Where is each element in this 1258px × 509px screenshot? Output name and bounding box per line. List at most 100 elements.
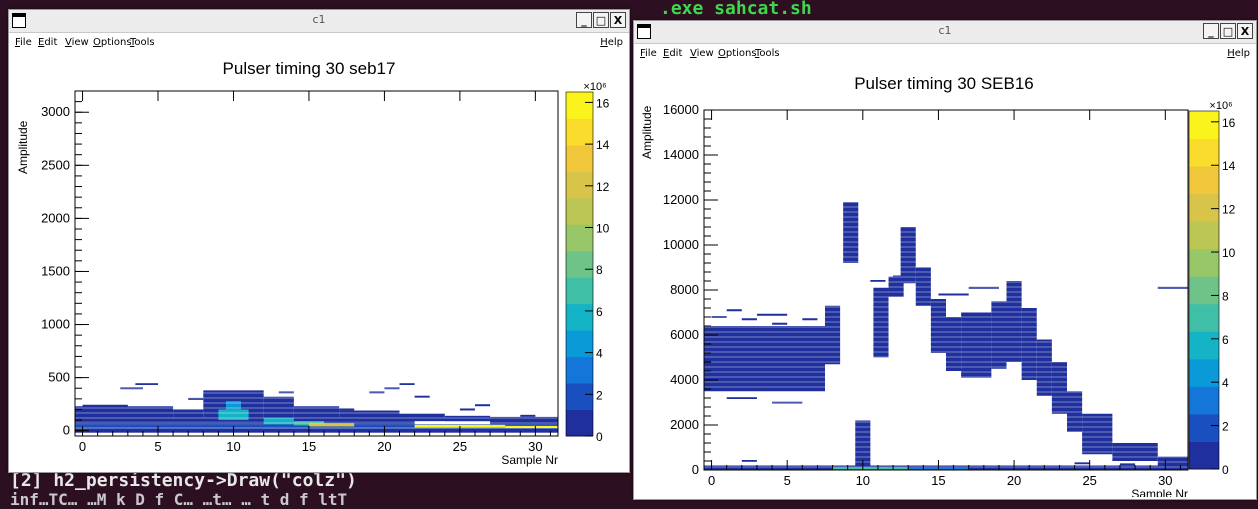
- x-tick-label: 20: [377, 439, 391, 454]
- plot-frame: [74, 90, 559, 437]
- menu-file[interactable]: File: [640, 48, 657, 59]
- x-tick-label: 20: [1007, 473, 1021, 488]
- histogram-stroke: [756, 313, 788, 316]
- terminal-top-text: .exe sahcat.sh: [660, 0, 812, 19]
- minimize-button[interactable]: _: [576, 12, 592, 28]
- canvas-window-left[interactable]: c1 _ □ X File Edit View Options Tools He…: [8, 9, 630, 473]
- palette-band: [1189, 413, 1219, 442]
- menu-edit[interactable]: Edit: [663, 48, 683, 59]
- maximize-button[interactable]: □: [1220, 23, 1236, 39]
- menu-tools[interactable]: Tools: [755, 48, 780, 59]
- window-icon[interactable]: [637, 24, 651, 39]
- histogram-stroke: [741, 460, 757, 462]
- histogram-stroke: [1157, 286, 1188, 289]
- palette-band: [1189, 386, 1219, 415]
- palette-band: [566, 171, 593, 199]
- histogram-stroke: [474, 404, 491, 407]
- z-tick-label: 4: [596, 347, 603, 361]
- terminal-line-1: [2] h2_persistency->Draw("colz"): [10, 470, 357, 491]
- histogram-cell: [843, 202, 859, 263]
- x-tick-label: 25: [453, 439, 467, 454]
- y-axis-label: Amplitude: [640, 105, 654, 159]
- palette-band: [1189, 248, 1219, 277]
- z-tick-label: 12: [1222, 203, 1236, 217]
- histogram-cell: [218, 409, 249, 421]
- palette-frame: [1188, 110, 1220, 470]
- palette-band: [566, 224, 593, 252]
- palette-band: [566, 277, 593, 305]
- root-canvas[interactable]: Pulser timing 30 SEB16 0 5 10 15 20 25 30 Sample…: [634, 63, 1256, 501]
- root-canvas[interactable]: Pulser timing 30 seb17 0 5 10 15 20 25 30 Sample…: [9, 52, 629, 470]
- menu-help[interactable]: Help: [600, 37, 623, 48]
- window-titlebar[interactable]: c1 _ □ X: [634, 21, 1256, 44]
- z-tick-label: 0: [596, 430, 603, 444]
- palette-band: [1189, 138, 1219, 167]
- y-tick-label: 0: [63, 423, 70, 438]
- histogram-stroke: [968, 286, 999, 289]
- histogram-stroke: [870, 280, 886, 282]
- z-tick-label: 10: [596, 222, 610, 236]
- chart-title: Pulser timing 30 SEB16: [854, 74, 1034, 93]
- x-tick-label: 0: [708, 473, 715, 488]
- x-tick-label: 25: [1082, 473, 1096, 488]
- close-button[interactable]: X: [1237, 23, 1253, 39]
- y-tick-label: 1500: [41, 263, 70, 278]
- window-titlebar[interactable]: c1 _ □ X: [9, 10, 629, 33]
- palette-band: [1189, 303, 1219, 332]
- palette-frame: [565, 91, 594, 437]
- histogram-stroke: [520, 414, 536, 417]
- z-tick-label: 6: [1222, 333, 1229, 347]
- palette-band: [1189, 221, 1219, 250]
- menu-options[interactable]: Options: [93, 37, 132, 48]
- histogram-stroke: [82, 404, 128, 407]
- histogram-cell: [263, 396, 294, 418]
- histogram-cell: [930, 299, 946, 353]
- menu-file[interactable]: File: [15, 37, 32, 48]
- palette-band: [566, 409, 593, 437]
- menu-bar: File Edit View Options Tools Help: [9, 33, 629, 53]
- menu-edit[interactable]: Edit: [38, 37, 58, 48]
- canvas-window-right[interactable]: c1 _ □ X File Edit View Options Tools He…: [633, 20, 1257, 501]
- menu-help[interactable]: Help: [1227, 48, 1250, 59]
- window-title: c1: [938, 24, 952, 37]
- histogram-cell: [832, 467, 909, 470]
- chart-title: Pulser timing 30 seb17: [223, 59, 396, 78]
- menu-options[interactable]: Options: [718, 48, 757, 59]
- histogram-stroke: [459, 408, 475, 411]
- window-icon[interactable]: [12, 13, 26, 28]
- maximize-button[interactable]: □: [593, 12, 609, 28]
- z-tick-label: 0: [1222, 463, 1229, 477]
- histogram-cell: [399, 413, 445, 418]
- y-tick-label: 10000: [663, 237, 699, 252]
- histogram-stroke: [741, 318, 757, 321]
- x-tick-label: 30: [528, 439, 542, 454]
- palette-band: [566, 250, 593, 278]
- palette-band: [1189, 193, 1219, 222]
- palette-band: [566, 118, 593, 146]
- histogram-cell: [1082, 413, 1113, 455]
- z-tick-label: 14: [1222, 159, 1236, 173]
- minimize-button[interactable]: _: [1203, 23, 1219, 39]
- menu-view[interactable]: View: [690, 48, 714, 59]
- histogram-stroke: [938, 293, 969, 296]
- menu-tools[interactable]: Tools: [130, 37, 155, 48]
- y-tick-label: 14000: [663, 147, 699, 162]
- close-button[interactable]: X: [610, 12, 626, 28]
- z-tick-label: 2: [1222, 420, 1229, 434]
- palette-band: [566, 356, 593, 384]
- z-tick-label: 16: [596, 96, 610, 110]
- palette-band: [566, 383, 593, 411]
- histogram-cell: [490, 416, 558, 425]
- histogram-cell: [263, 417, 294, 425]
- histogram-stroke: [399, 382, 415, 385]
- histogram-cell: [75, 424, 558, 429]
- histogram-cell: [173, 409, 204, 418]
- menu-view[interactable]: View: [65, 37, 89, 48]
- z-multiplier: ×10⁶: [583, 81, 606, 93]
- histogram-cell: [75, 406, 174, 418]
- histogram-stroke: [414, 395, 430, 398]
- z-tick-label: 2: [596, 388, 603, 402]
- terminal-line-1-text: [2] h2_persistency->Draw("colz"): [10, 470, 357, 491]
- histogram-stroke: [1074, 462, 1090, 465]
